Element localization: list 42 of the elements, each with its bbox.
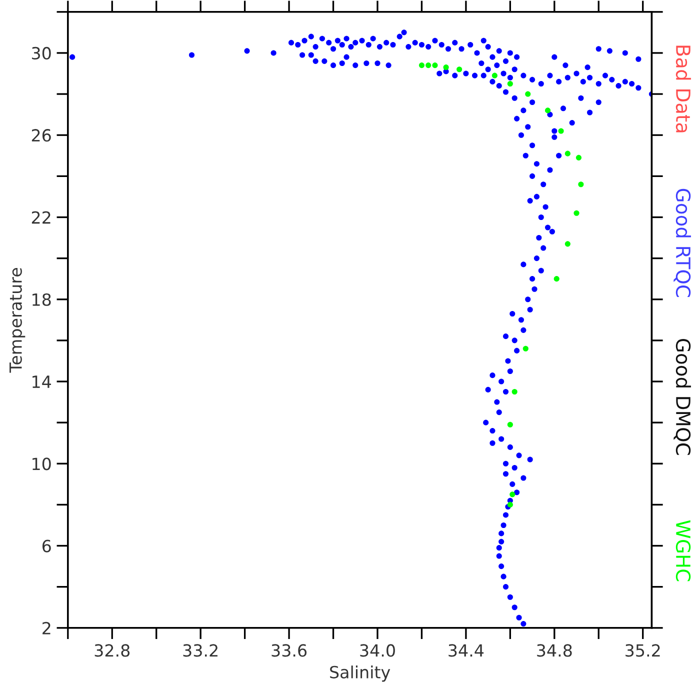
- point: [564, 150, 570, 156]
- point: [492, 72, 498, 78]
- y-tick-label: 26: [32, 129, 51, 142]
- x-tick-label: 32.8: [94, 644, 130, 657]
- point: [525, 91, 531, 97]
- point: [443, 64, 449, 70]
- x-tick-label: 34.4: [448, 644, 484, 657]
- point: [512, 388, 518, 395]
- y-tick-label: 18: [32, 293, 51, 306]
- point: [564, 241, 570, 247]
- y-tick-label: 6: [42, 540, 51, 552]
- y-tick-label: 14: [32, 376, 51, 388]
- point: [426, 62, 432, 68]
- point: [432, 62, 438, 68]
- y-tick-label: 22: [32, 211, 50, 224]
- text: Good DMQC: [674, 338, 691, 455]
- point: [507, 502, 513, 508]
- text: WGHC: [676, 520, 691, 582]
- x-tick-label: 34.8: [537, 644, 572, 657]
- text: Good RTQC: [674, 188, 691, 297]
- point: [507, 422, 513, 428]
- y-tick-label: 10: [32, 458, 51, 470]
- x-axis-title: Salinity: [330, 666, 390, 682]
- x-tick-label: 34.0: [360, 644, 395, 657]
- point: [574, 210, 580, 216]
- x-tick-label: 33.6: [272, 644, 307, 657]
- point: [544, 108, 551, 114]
- point: [522, 346, 528, 352]
- point: [456, 66, 462, 72]
- point: [554, 276, 560, 282]
- y-axis-title: Temperature: [10, 268, 26, 373]
- y-tick-label: 2: [42, 622, 50, 634]
- x-tick-label: 35.2: [626, 644, 660, 657]
- y-tick-label: 30: [32, 46, 51, 60]
- point: [418, 62, 424, 68]
- text: Bad Data: [676, 46, 691, 132]
- point: [558, 128, 564, 134]
- point: [578, 182, 584, 188]
- point: [576, 154, 582, 160]
- point: [510, 492, 516, 498]
- x-tick-label: 33.2: [183, 644, 218, 657]
- point: [507, 80, 513, 87]
